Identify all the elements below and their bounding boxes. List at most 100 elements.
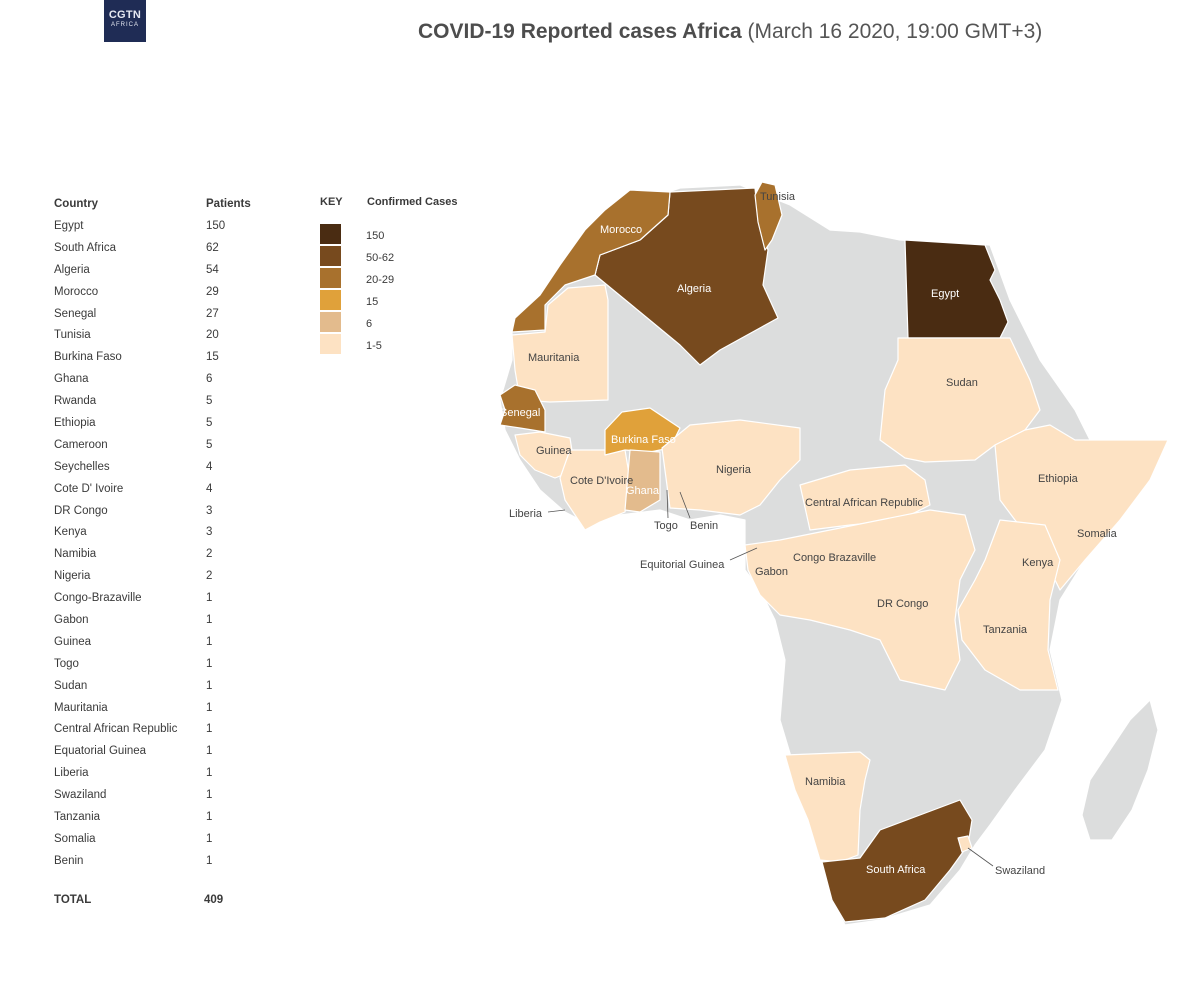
mauritania-shape [511,284,609,403]
country-cell: Benin [54,854,84,867]
patients-cell: 15 [206,351,219,364]
patients-cell: 1 [206,811,213,824]
legend-cases-title: Confirmed Cases [367,196,458,208]
patients-cell: 2 [206,570,213,583]
label-namibia: Namibia [805,776,846,788]
patients-cell: 6 [206,373,213,386]
patients-cell: 2 [206,548,213,561]
table-row: Morocco 29 [54,282,254,304]
tunisia-shape [754,181,783,251]
nigeria-shape [661,419,801,516]
legend-item: 50-62 [320,246,440,268]
label-nigeria: Nigeria [716,464,752,476]
country-cell: Tunisia [54,329,91,342]
table-header: Country Patients [54,196,254,212]
country-cell: Morocco [54,285,99,298]
patients-cell: 20 [206,329,219,342]
legend-label: 50-62 [366,252,395,264]
legend-label: 15 [366,296,379,308]
table-row: Swaziland 1 [54,785,254,807]
country-cell: Ethiopia [54,417,96,430]
table-row: Cameroon 5 [54,435,254,457]
country-cell: South Africa [54,241,117,254]
patients-cell: 54 [206,263,219,276]
patients-cell: 5 [206,395,213,408]
patients-cell: 4 [206,482,213,495]
patients-cell: 3 [206,526,213,539]
country-cell: Kenya [54,526,87,539]
label-cote-divoire: Cote D'Ivoire [570,475,633,487]
patients-cell: 1 [206,679,213,692]
cote-divoire-shape [559,449,631,531]
label-algeria: Algeria [677,283,712,295]
label-gabon: Gabon [755,566,788,578]
label-dr-congo: DR Congo [877,598,928,610]
eq-guinea-pointer [729,547,758,561]
patients-cell: 1 [206,745,213,758]
kenya-tanzania-shape [957,519,1061,691]
patients-cell: 1 [206,657,213,670]
label-burkina-faso: Burkina Faso [611,434,676,446]
label-tunisia: Tunisia [760,191,796,203]
legend-item: 150 [320,224,440,246]
label-benin: Benin [690,520,718,532]
country-cell: Ghana [54,373,89,386]
table-row: Togo 1 [54,654,254,676]
label-ghana: Ghana [626,485,660,497]
patients-cell: 1 [206,635,213,648]
label-morocco: Morocco [600,224,642,236]
title-bold: COVID-19 Reported cases Africa [418,20,742,43]
patients-cell: 1 [206,854,213,867]
cases-table: Country Patients Egypt 150 South Africa 62 A… [54,196,254,873]
country-cell: Swaziland [54,789,107,802]
ghana-shape [624,449,661,513]
table-row: Ghana 6 [54,369,254,391]
table-row: Benin 1 [54,851,254,873]
country-cell: Nigeria [54,570,91,583]
country-cell: Seychelles [54,460,110,473]
sudan-shape [879,337,1041,463]
patients-cell: 5 [206,438,213,451]
label-senegal: Senegal [500,407,540,419]
legend-label: 150 [366,230,385,242]
legend-label: 6 [366,318,373,330]
table-row: Tunisia 20 [54,325,254,347]
dr-congo-shape [744,509,976,691]
country-cell: Cameroon [54,438,108,451]
patients-cell: 1 [206,832,213,845]
benin-pointer [679,491,691,519]
patients-cell: 1 [206,592,213,605]
country-cell: DR Congo [54,504,108,517]
total-value: 409 [204,894,224,906]
legend-key-title: KEY [320,196,343,208]
table-row: South Africa 62 [54,238,254,260]
table-row: Guinea 1 [54,632,254,654]
table-row: DR Congo 3 [54,501,254,523]
label-equatorial-guinea: Equitorial Guinea [640,559,725,571]
label-tanzania: Tanzania [983,624,1028,636]
table-row: Seychelles 4 [54,457,254,479]
legend-swatch [320,246,341,266]
country-header: Country [54,198,99,210]
table-row: Namibia 2 [54,544,254,566]
legend-header: KEY Confirmed Cases [320,196,480,212]
country-cell: Somalia [54,832,96,845]
country-cell: Algeria [54,263,90,276]
patients-cell: 5 [206,417,213,430]
patients-cell: 62 [206,241,219,254]
legend-item: 20-29 [320,268,440,290]
country-cell: Egypt [54,220,84,232]
country-cell: Togo [54,657,79,670]
patients-cell: 29 [206,285,219,298]
senegal-shape [499,384,546,433]
label-liberia: Liberia [509,508,543,520]
table-row: Sudan 1 [54,676,254,698]
table-row: Egypt 150 [54,216,254,238]
label-sudan: Sudan [946,377,978,389]
label-kenya: Kenya [1022,557,1054,569]
patients-cell: 1 [206,701,213,714]
morocco-shape [511,189,671,333]
logo-line2: AFRICA [110,22,139,28]
page-title: COVID-19 Reported cases Africa (March 16… [418,20,1042,44]
liberia-pointer [547,509,566,513]
